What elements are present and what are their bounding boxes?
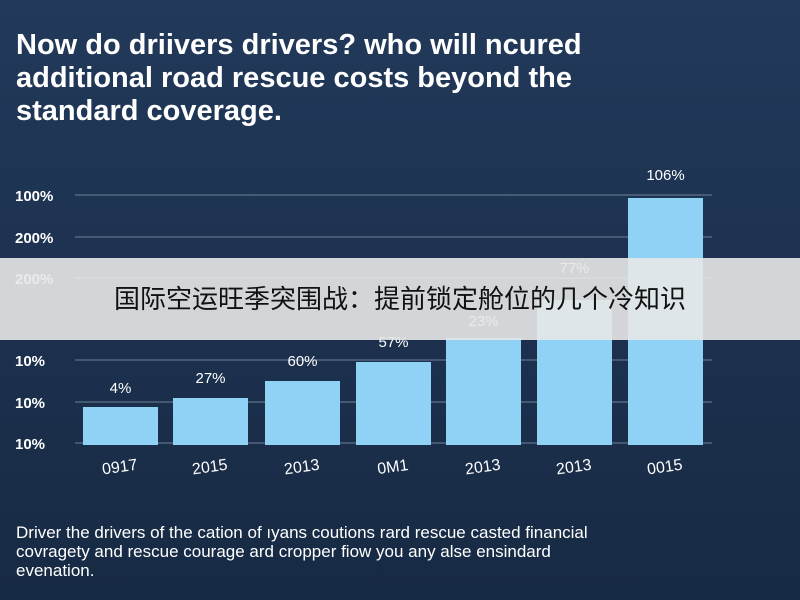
x-axis-label: 2013 xyxy=(283,457,321,479)
bar-label: 27% xyxy=(195,370,225,387)
bar xyxy=(173,398,248,445)
y-axis-label: 100% xyxy=(15,188,53,205)
y-axis-label: 200% xyxy=(15,230,53,247)
title-line: standard coverage. xyxy=(16,95,282,127)
caption-line: covragety and rescue courage ard cropper… xyxy=(16,542,551,561)
x-axis-label: 0917 xyxy=(101,457,139,479)
caption-line: Driver the drivers of the cation of ıyan… xyxy=(16,523,588,542)
bar xyxy=(446,338,521,445)
bar-label: 106% xyxy=(646,167,684,184)
bar xyxy=(356,362,431,445)
title-line: Now do driivers drivers? who will ncured xyxy=(16,29,582,61)
bar-label: 4% xyxy=(110,380,132,397)
y-axis-label: 10% xyxy=(15,353,45,370)
bar-label: 60% xyxy=(287,353,317,370)
caption-line: evenation. xyxy=(16,561,94,580)
x-axis-label: 2013 xyxy=(464,457,502,479)
x-axis-label: 2013 xyxy=(555,457,593,479)
banner-text: 国际空运旺季突围战：提前锁定舱位的几个冷知识 xyxy=(114,285,686,315)
x-axis-label: 2015 xyxy=(191,457,229,479)
y-axis-label: 10% xyxy=(15,395,45,412)
bar xyxy=(265,381,340,445)
x-axis-label: 0M1 xyxy=(376,457,409,478)
banner xyxy=(0,258,800,340)
y-axis-label: 10% xyxy=(15,436,45,453)
bar xyxy=(83,407,158,445)
title-line: additional road rescue costs beyond the xyxy=(16,62,572,94)
x-axis-label: 0015 xyxy=(646,457,684,479)
